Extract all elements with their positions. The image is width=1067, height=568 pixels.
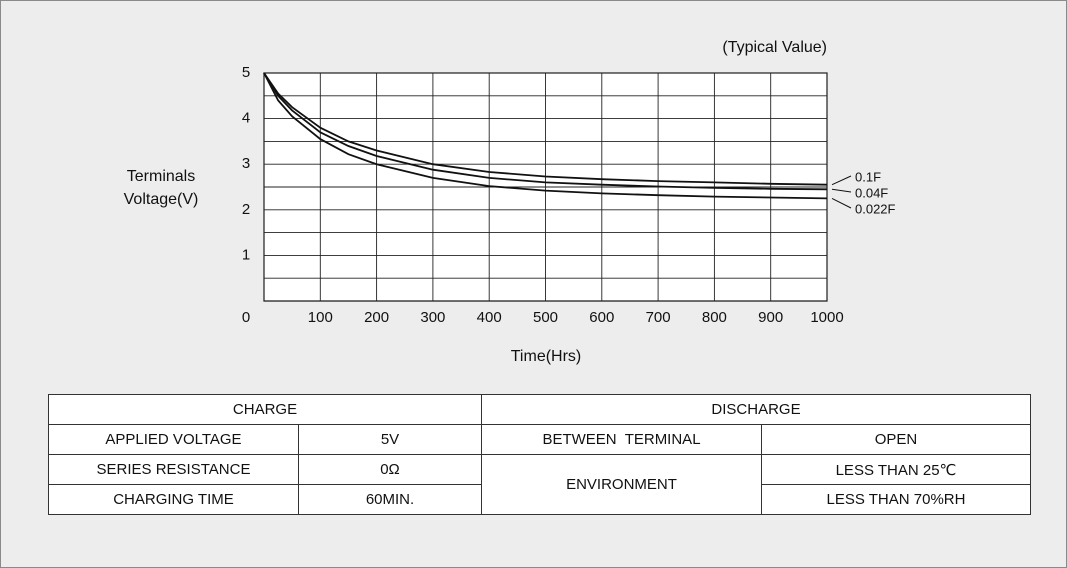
x-tick-label: 0 — [242, 309, 250, 326]
cell: ENVIRONMENT — [481, 454, 762, 515]
chart-title: (Typical Value) — [722, 39, 827, 56]
x-tick-label: 100 — [308, 309, 333, 326]
header-cell: DISCHARGE — [481, 394, 1031, 425]
series-line — [263, 72, 828, 191]
x-tick-label: 600 — [589, 309, 614, 326]
x-tick-label: 200 — [364, 309, 389, 326]
y-tick-label: 4 — [242, 110, 250, 127]
series-line — [263, 72, 828, 186]
y-axis-label: Voltage(V) — [124, 191, 199, 208]
series-line — [263, 72, 828, 200]
y-tick-label: 3 — [242, 155, 250, 172]
cell: SERIES RESISTANCE — [48, 454, 299, 485]
conditions-table: CHARGE DISCHARGE APPLIED VOLTAGE 5V BETW… — [48, 394, 1031, 515]
cell: BETWEEN TERMINAL — [481, 424, 762, 455]
legend-label: 0.022F — [855, 201, 896, 216]
y-axis-label: Terminals — [127, 168, 195, 185]
cell: 5V — [298, 424, 482, 455]
x-tick-label: 800 — [702, 309, 727, 326]
x-tick-label: 400 — [477, 309, 502, 326]
legend-label: 0.1F — [855, 169, 881, 184]
cell: 60MIN. — [298, 484, 482, 515]
y-tick-label: 1 — [242, 246, 250, 263]
cell: CHARGING TIME — [48, 484, 299, 515]
legend-arrow — [831, 175, 852, 186]
header-cell: CHARGE — [48, 394, 482, 425]
y-tick-label: 2 — [242, 201, 250, 218]
cell: OPEN — [761, 424, 1031, 455]
x-tick-label: 500 — [533, 309, 558, 326]
cell: LESS THAN 25℃ — [761, 454, 1031, 485]
cell: 0Ω — [298, 454, 482, 485]
x-tick-label: 900 — [758, 309, 783, 326]
legend-arrow — [831, 197, 852, 209]
x-tick-label: 700 — [646, 309, 671, 326]
cell: LESS THAN 70%RH — [761, 484, 1031, 515]
x-tick-label: 300 — [420, 309, 445, 326]
x-axis-label: Time(Hrs) — [511, 348, 582, 365]
legend-label: 0.04F — [855, 185, 888, 200]
cell: APPLIED VOLTAGE — [48, 424, 299, 455]
legend-arrow — [831, 188, 852, 193]
chart: (Typical Value) Terminals Voltage(V) Tim… — [124, 39, 896, 365]
x-tick-label: 1000 — [810, 309, 843, 326]
y-tick-label: 5 — [242, 64, 250, 81]
